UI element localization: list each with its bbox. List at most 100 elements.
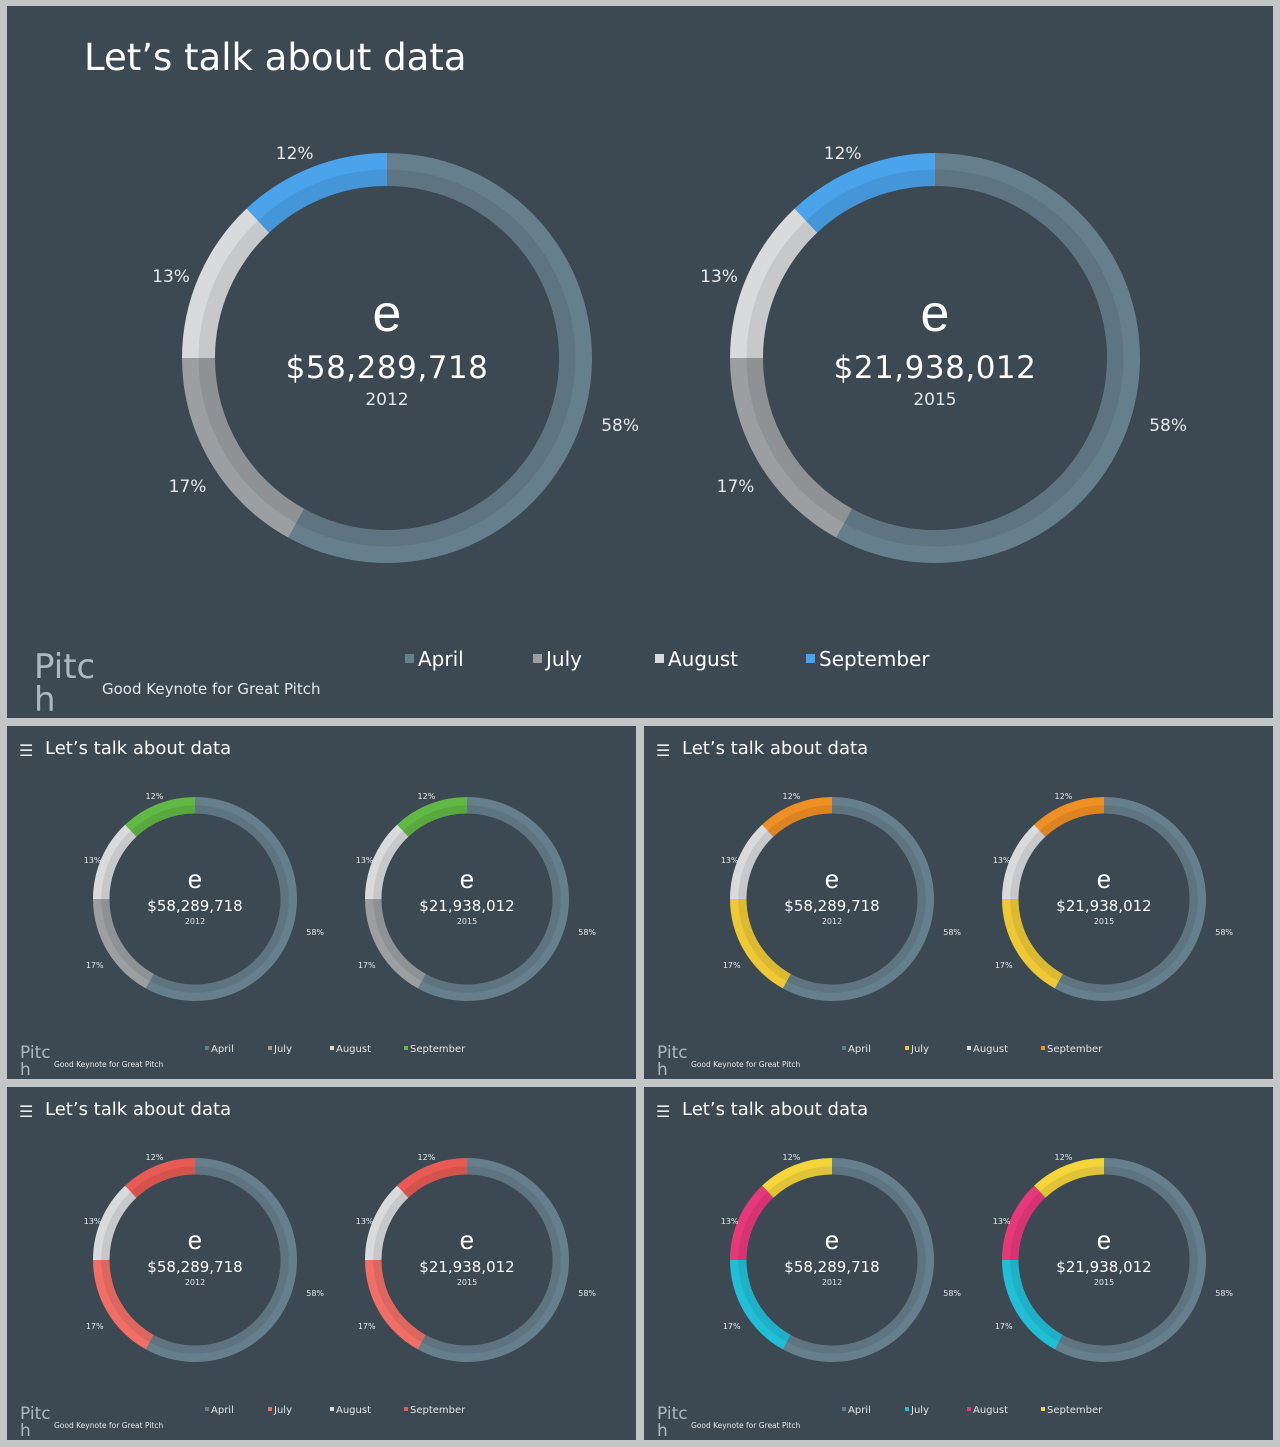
pct-label-april: 58% xyxy=(1149,415,1188,436)
chart-year: 2012 xyxy=(184,1278,206,1287)
legend-label: July xyxy=(274,1405,292,1416)
pct-label-july: 17% xyxy=(722,1321,741,1331)
legend-label: April xyxy=(848,1405,871,1416)
chart-amount: $21,938,012 xyxy=(419,1258,515,1276)
chart-year: 2012 xyxy=(821,917,843,926)
chart-year: 2015 xyxy=(1093,917,1115,926)
donut-slice-inner-shade xyxy=(373,899,426,982)
donut-slice-august xyxy=(182,208,270,358)
donut-slice-inner-shade xyxy=(1039,1166,1104,1198)
donut-slice-july xyxy=(730,358,853,538)
chart-center-2015: e $21,938,012 2015 xyxy=(729,288,1141,410)
legend-label: September xyxy=(1047,1044,1103,1055)
donut-slice-inner-shade xyxy=(767,1166,832,1198)
brand-logo-text: Pitc h xyxy=(20,1406,51,1439)
donut-slice-inner-shade xyxy=(1039,805,1104,837)
legend-label: July xyxy=(911,1044,929,1055)
pct-label-september: 12% xyxy=(417,1152,436,1162)
donut-slice-inner-shade xyxy=(738,899,791,982)
pct-label-april: 58% xyxy=(601,415,640,436)
legend-label: April xyxy=(211,1044,234,1055)
donut-slice-august xyxy=(365,824,409,899)
legend-label: August xyxy=(668,647,738,671)
chart-center-2012: e $58,289,718 2012 xyxy=(92,866,298,926)
donut-slice-july xyxy=(1002,899,1063,989)
chart-amount: $21,938,012 xyxy=(833,350,1037,386)
pct-label-july: 17% xyxy=(716,477,755,498)
chart-center-2015: e $21,938,012 2015 xyxy=(1001,866,1207,926)
chart-center-icon: e xyxy=(459,864,475,894)
donut-slice-inner-shade xyxy=(373,830,409,899)
pct-label-august: 13% xyxy=(83,1216,102,1226)
brand-logo-text: Pitc h xyxy=(657,1045,688,1078)
pct-label-april: 58% xyxy=(1215,1288,1234,1298)
legend-item-july: July xyxy=(905,1044,929,1055)
donut-slice-july xyxy=(182,358,305,538)
brand-logo-line: Pitc xyxy=(657,1404,688,1424)
donut-slice-april xyxy=(836,153,1140,563)
pct-label-april: 58% xyxy=(306,1288,325,1298)
pct-label-september: 12% xyxy=(782,791,801,801)
donut-slice-august xyxy=(93,1185,137,1260)
brand-logo-text: Pitc h xyxy=(34,647,96,718)
pct-label-april: 58% xyxy=(1215,927,1234,937)
brand-logo-line: h xyxy=(20,1420,31,1440)
legend-item-july: July xyxy=(533,647,582,671)
legend-label: September xyxy=(410,1405,466,1416)
donut-slice-inner-shade xyxy=(746,220,818,358)
donut-slice-september xyxy=(762,797,832,837)
donut-slice-september xyxy=(397,1158,467,1198)
legend-swatch xyxy=(1041,1046,1045,1050)
donut-slice-april xyxy=(1054,797,1206,1001)
donut-chart-2012 xyxy=(93,797,297,1001)
donut-slice-inner-shade xyxy=(402,1166,467,1198)
legend-swatch xyxy=(842,1407,846,1411)
chart-year: 2015 xyxy=(1093,1278,1115,1287)
donut-slice-inner-shade xyxy=(767,805,832,837)
pct-label-july: 17% xyxy=(722,960,741,970)
brand-logo-line: Pitc xyxy=(20,1404,51,1424)
pct-label-august: 13% xyxy=(152,267,190,288)
tagline: Good Keynote for Great Pitch xyxy=(691,1060,801,1069)
donut-slice-inner-shade xyxy=(101,1260,154,1343)
slide-title: Let’s talk about data xyxy=(682,738,869,759)
chart-year: 2012 xyxy=(184,917,206,926)
legend-item-august: August xyxy=(967,1405,1008,1416)
legend-label: August xyxy=(973,1405,1008,1416)
brand-logo-line: Pitc xyxy=(20,1043,51,1063)
chart-center-icon: e xyxy=(187,1225,203,1255)
legend-label: September xyxy=(1047,1405,1103,1416)
legend-label: August xyxy=(973,1044,1008,1055)
pct-label-august: 13% xyxy=(355,1216,374,1226)
chart-year: 2015 xyxy=(456,1278,478,1287)
legend-swatch xyxy=(404,1046,408,1050)
pct-label-april: 58% xyxy=(943,1288,962,1298)
donut-slice-september xyxy=(762,1158,832,1198)
chart-center-2015: e $21,938,012 2015 xyxy=(364,1227,570,1287)
donut-slice-august xyxy=(365,1185,409,1260)
legend-item-july: July xyxy=(268,1044,292,1055)
pct-label-september: 12% xyxy=(145,791,164,801)
donut-slice-july xyxy=(730,1260,791,1350)
chart-amount: $21,938,012 xyxy=(1056,1258,1152,1276)
pct-label-august: 13% xyxy=(720,855,739,865)
legend-swatch xyxy=(330,1046,334,1050)
slide-variant-green: ☰ Let’s talk about data e $58,289,718 20… xyxy=(7,726,636,1079)
pct-label-august: 13% xyxy=(992,1216,1011,1226)
slide-title: Let’s talk about data xyxy=(45,1099,232,1120)
legend-swatch xyxy=(268,1407,272,1411)
donut-slice-inner-shade xyxy=(198,358,305,524)
donut-slice-inner-shade xyxy=(373,1191,409,1260)
menu-icon: ☰ xyxy=(656,741,671,760)
donut-chart-2012 xyxy=(730,1158,934,1362)
brand-logo-line: Pitc xyxy=(34,647,96,687)
legend-swatch xyxy=(1041,1407,1045,1411)
tagline: Good Keynote for Great Pitch xyxy=(102,680,321,698)
chart-amount: $58,289,718 xyxy=(147,1258,243,1276)
legend-swatch xyxy=(533,654,542,663)
legend-swatch xyxy=(967,1046,971,1050)
legend-item-september: September xyxy=(1041,1405,1102,1416)
pct-label-september: 12% xyxy=(417,791,436,801)
donut-slice-inner-shade xyxy=(805,169,935,233)
pct-label-september: 12% xyxy=(145,1152,164,1162)
